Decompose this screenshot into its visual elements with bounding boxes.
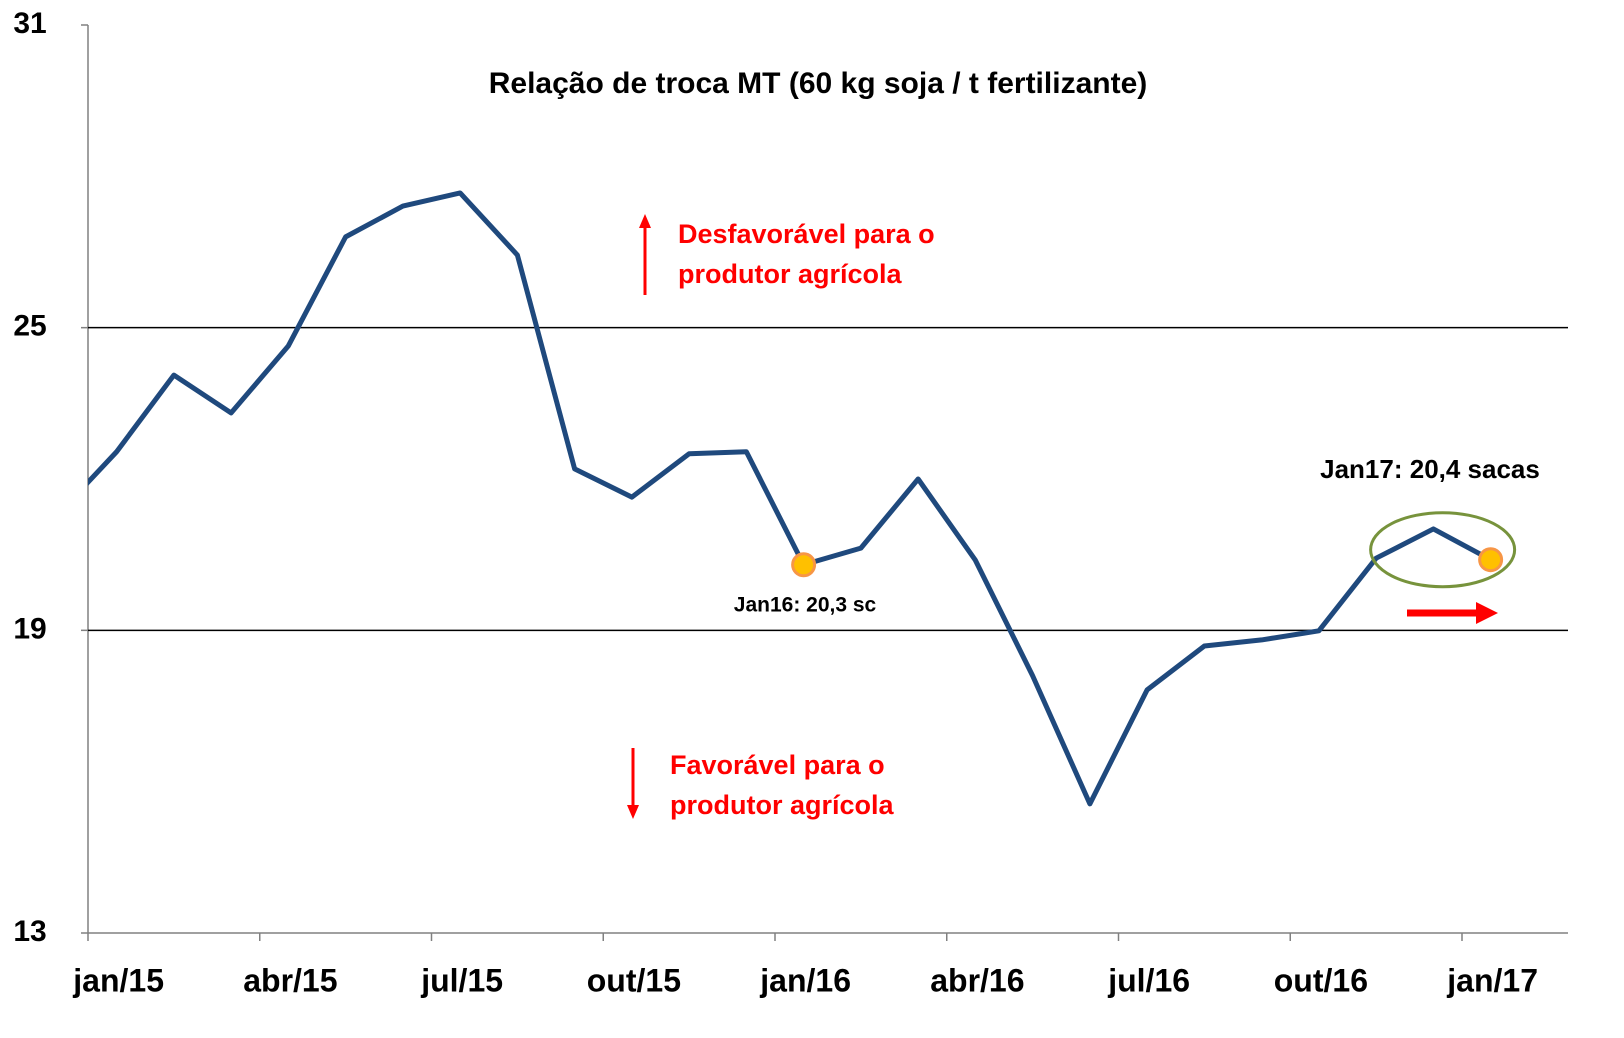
highlight-marker [791, 552, 817, 578]
chart-title: Relação de troca MT (60 kg soja / t fert… [489, 67, 1148, 100]
y-tick-label: 19 [13, 612, 46, 645]
y-tick-label: 13 [13, 915, 46, 948]
x-axis-ticks [87, 933, 1463, 941]
y-tick-label: 31 [13, 7, 46, 40]
x-tick-label: jul/15 [420, 962, 503, 998]
annotation: Favorável para o [670, 750, 885, 780]
data-line [88, 190, 1492, 807]
annotation: Desfavorável para o [678, 219, 935, 249]
right-arrow-head [1476, 602, 1498, 624]
x-tick-label: jul/16 [1107, 962, 1190, 998]
x-tick-label: out/15 [587, 962, 681, 998]
highlight-marker [1478, 547, 1504, 573]
annotation: Jan17: 20,4 sacas [1320, 454, 1540, 484]
annotation: Jan16: 20,3 sc [734, 594, 877, 617]
x-tick-label: jan/17 [1446, 962, 1538, 998]
down-arrow-head [627, 805, 639, 819]
annotation: produtor agrícola [678, 259, 902, 289]
x-tick-label: jan/15 [72, 962, 164, 998]
x-tick-label: abr/16 [930, 962, 1024, 998]
x-tick-label: abr/15 [243, 962, 337, 998]
x-tick-label: jan/16 [759, 962, 851, 998]
highlight-ellipse [1369, 511, 1517, 589]
up-arrow-head [639, 214, 651, 228]
y-tick-label: 25 [13, 310, 46, 343]
x-tick-label: out/16 [1274, 962, 1368, 998]
annotation: produtor agrícola [670, 790, 894, 820]
